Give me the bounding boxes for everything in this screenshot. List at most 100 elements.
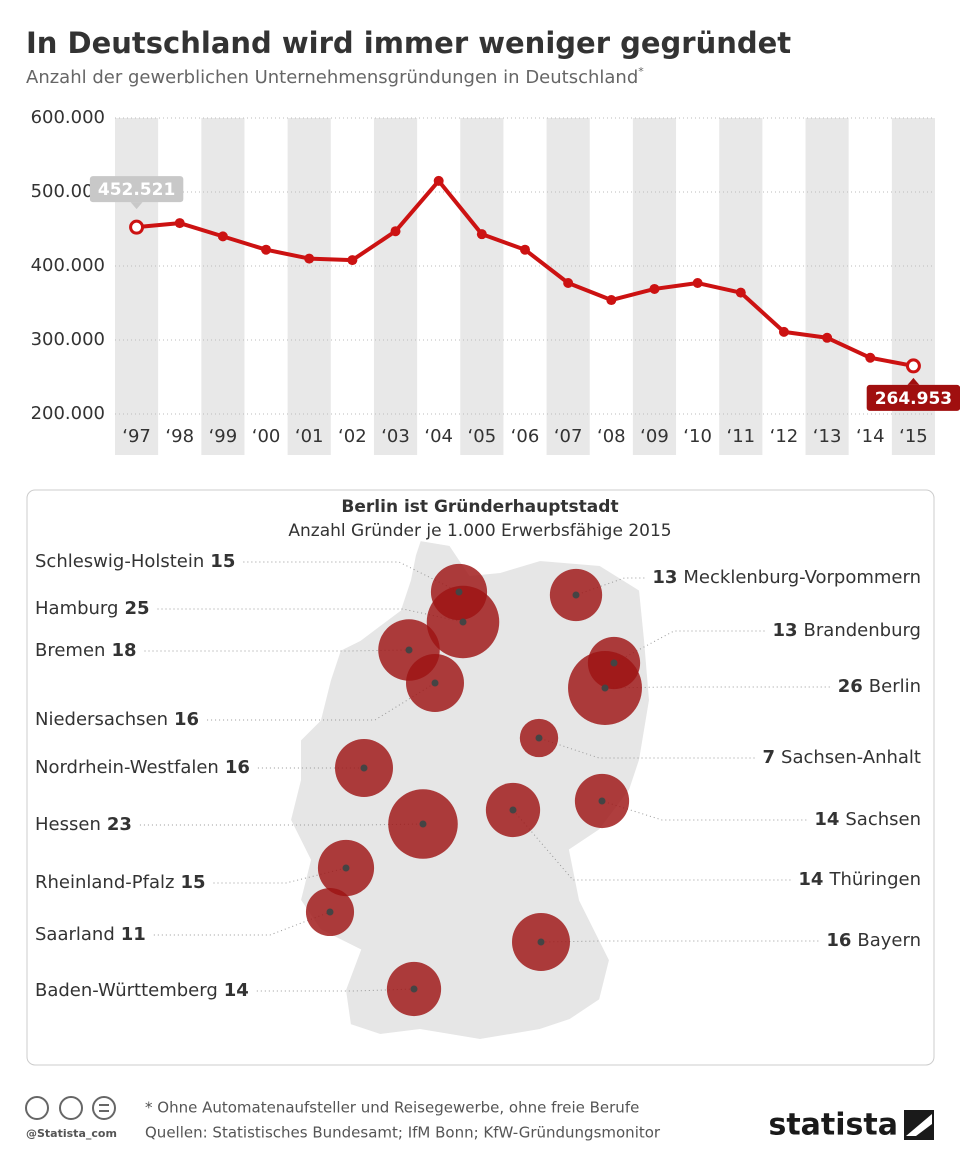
state-value: 26 <box>838 676 863 697</box>
x-tick-label: ‘06 <box>511 426 540 447</box>
state-label: Rheinland-Pfalz 15 <box>35 872 206 893</box>
handle: @Statista_com <box>26 1127 117 1140</box>
y-tick-label: 500.000 <box>31 181 105 202</box>
point <box>217 231 228 242</box>
x-tick-label: ‘09 <box>640 426 669 447</box>
state-name: Niedersachsen <box>35 709 168 730</box>
bubble-centers <box>326 588 618 993</box>
state-name: Hessen <box>35 814 101 835</box>
state-value: 25 <box>124 598 149 619</box>
x-tick-label: ‘99 <box>209 426 238 447</box>
column-band <box>805 118 849 455</box>
state-value: 23 <box>107 814 132 835</box>
y-tick-label: 400.000 <box>31 255 105 276</box>
x-tick-label: ‘11 <box>726 426 755 447</box>
brand: statista <box>768 1108 898 1143</box>
bubble-chart: Schleswig-Holstein 15 Hamburg 25 Bremen 18 Nie… <box>35 551 921 1017</box>
bubble-center <box>405 646 413 654</box>
bubble-center <box>610 659 618 667</box>
state-value: 14 <box>814 809 839 830</box>
column-band <box>373 118 418 455</box>
point <box>390 226 401 237</box>
map-title: Berlin ist Gründerhauptstadt <box>341 497 618 517</box>
state-value: 13 <box>772 620 797 641</box>
bubble-center <box>535 734 543 742</box>
value-label: 452.521 <box>98 180 175 200</box>
x-tick-label: ‘12 <box>770 426 799 447</box>
point <box>778 326 789 337</box>
state-label: 7 Sachsen-Anhalt <box>763 747 921 768</box>
column-band <box>719 118 763 455</box>
state-name: Bayern <box>857 930 921 951</box>
x-tick-label: ‘00 <box>252 426 281 447</box>
state-label: 14 Sachsen <box>814 809 921 830</box>
state-name: Brandenburg <box>804 620 921 641</box>
subtitle-text: Anzahl der gewerblichen Unternehmensgrün… <box>26 67 638 88</box>
bubble-center <box>326 908 334 916</box>
state-value: 11 <box>121 924 146 945</box>
x-tick-label: ‘14 <box>856 426 885 447</box>
subtitle: Anzahl der gewerblichen Unternehmensgrün… <box>26 65 644 88</box>
icon <box>25 1096 49 1120</box>
state-label: Saarland 11 <box>35 924 146 945</box>
icon <box>59 1096 83 1120</box>
x-tick-label: ‘98 <box>165 426 194 447</box>
state-value: 16 <box>225 757 250 778</box>
state-label: 26 Berlin <box>838 676 921 697</box>
brand-logo <box>906 1114 932 1136</box>
bubble-center <box>598 797 606 805</box>
x-tick-label: ‘15 <box>899 426 928 447</box>
x-tick-label: ‘07 <box>554 426 583 447</box>
callout-pointer <box>907 377 920 385</box>
state-name: Bremen <box>35 640 105 661</box>
state-name: Nordrhein-Westfalen <box>35 757 219 778</box>
x-tick-label: ‘08 <box>597 426 626 447</box>
y-tick-label: 300.000 <box>31 329 105 350</box>
bubble-center <box>410 985 418 993</box>
state-name: Mecklenburg-Vorpommern <box>683 567 921 588</box>
callout-pointer <box>130 202 143 210</box>
x-tick-label: ‘05 <box>468 426 497 447</box>
line-chart: 200.000 300.000 400.000 500.000 600.000 ‘97 ‘9… <box>31 107 960 455</box>
x-tick-label: ‘10 <box>683 426 712 447</box>
state-label: Hamburg 25 <box>35 598 150 619</box>
point <box>822 332 833 343</box>
point <box>606 295 617 306</box>
icon <box>92 1096 116 1120</box>
point <box>735 287 746 298</box>
leader-line <box>256 988 415 992</box>
state-label: Hessen 23 <box>35 814 132 835</box>
x-tick-label: ‘97 <box>122 426 151 447</box>
x-tick-label: ‘04 <box>424 426 453 447</box>
map-subtitle: Anzahl Gründer je 1.000 Erwerbsfähige 20… <box>288 521 671 541</box>
state-name: Baden-Württemberg <box>35 980 218 1001</box>
point <box>476 229 487 240</box>
y-tick-label: 200.000 <box>31 403 105 424</box>
point <box>563 278 574 289</box>
footnote: * Ohne Automatenaufsteller und Reisegewe… <box>145 1099 639 1117</box>
line <box>136 178 914 368</box>
license-icons <box>25 1096 116 1120</box>
state-label: 14 Thüringen <box>798 869 921 890</box>
state-label: 13 Brandenburg <box>772 620 921 641</box>
state-label: Bremen 18 <box>35 640 137 661</box>
bubble-center <box>360 764 368 772</box>
bubble-center <box>342 864 350 872</box>
x-tick-label: ‘02 <box>338 426 367 447</box>
bubble-center <box>601 684 609 692</box>
state-label: 13 Mecklenburg-Vorpommern <box>652 567 921 588</box>
state-label: Baden-Württemberg 14 <box>35 980 249 1001</box>
state-value: 16 <box>174 709 199 730</box>
point <box>304 253 315 264</box>
state-name: Hamburg <box>35 598 118 619</box>
x-tick-label: ‘01 <box>295 426 324 447</box>
state-name: Sachsen <box>845 809 921 830</box>
state-value: 15 <box>210 551 235 572</box>
column-band <box>115 118 159 455</box>
bubble-center <box>572 591 580 599</box>
bubble-center <box>431 679 439 687</box>
state-value: 16 <box>826 930 851 951</box>
point <box>865 352 876 363</box>
leader-line <box>213 867 347 884</box>
state-label: Nordrhein-Westfalen 16 <box>35 757 250 778</box>
